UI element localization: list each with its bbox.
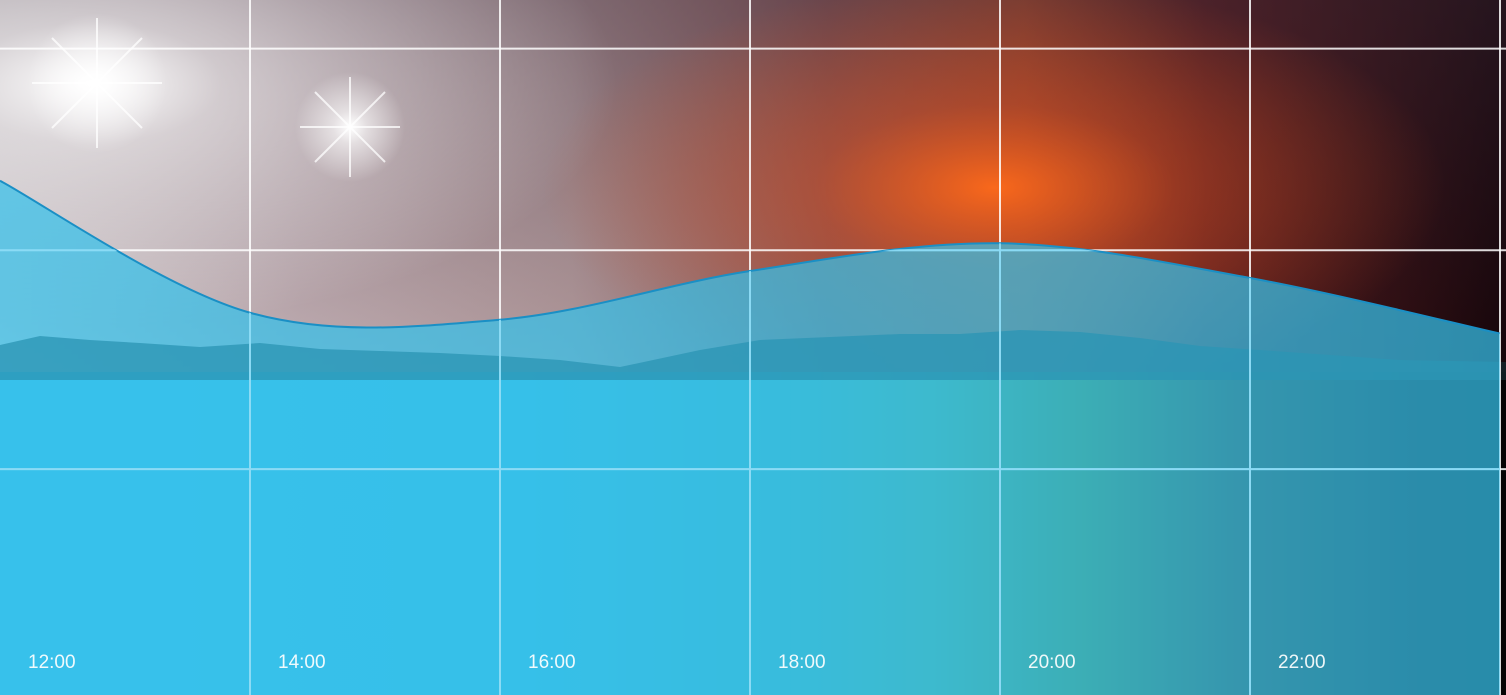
x-tick-label-0: 12:00 xyxy=(28,652,76,673)
x-tick-label-2: 16:00 xyxy=(528,652,576,673)
x-tick-label-3: 18:00 xyxy=(778,652,826,673)
tick-label-layer: 12:00 14:00 16:00 18:00 20:00 22:00 xyxy=(28,652,1326,673)
x-tick-label-5: 22:00 xyxy=(1278,652,1326,673)
x-tick-label-1: 14:00 xyxy=(278,652,326,673)
x-tick-label-4: 20:00 xyxy=(1028,652,1076,673)
